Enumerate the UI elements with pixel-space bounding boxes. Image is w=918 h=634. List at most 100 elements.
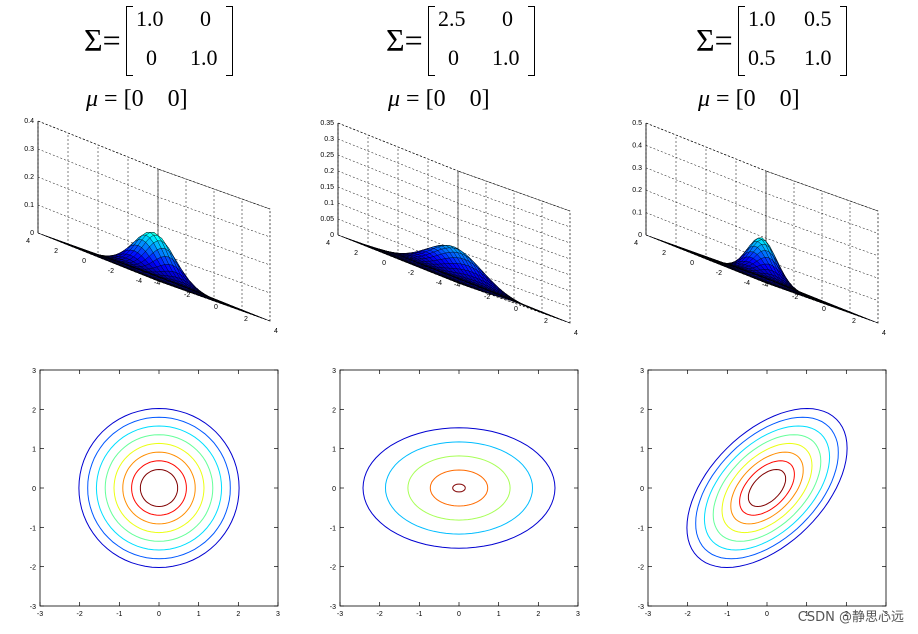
z-tick-label: 0 xyxy=(330,232,334,239)
matrix-bracket-left xyxy=(428,6,435,76)
x-tick-label: 2 xyxy=(852,318,856,325)
x-tick-label: -3 xyxy=(645,611,651,618)
z-tick-label: 0.1 xyxy=(632,210,642,217)
grid-line xyxy=(337,154,571,244)
sigma-cell: 0 xyxy=(502,6,513,31)
sigma-symbol: Σ xyxy=(386,22,405,58)
y-tick-label: 1 xyxy=(32,447,36,454)
x-tick-label: 2 xyxy=(844,611,848,618)
contour-line xyxy=(362,427,556,549)
mu-symbol: μ xyxy=(388,86,401,112)
contour-line xyxy=(721,442,813,534)
contour-line xyxy=(78,407,240,569)
y-tick-label: 0 xyxy=(82,258,86,265)
y-tick-label: -4 xyxy=(744,280,750,287)
equals-sign: = xyxy=(406,86,420,112)
x-tick-label: -4 xyxy=(762,282,768,289)
y-tick-label: 4 xyxy=(26,238,30,245)
x-tick-label: 0 xyxy=(157,611,161,618)
mu-symbol: μ xyxy=(86,86,99,112)
contour-line xyxy=(686,407,848,569)
x-tick-label: -1 xyxy=(724,611,730,618)
x-tick-label: 1 xyxy=(197,611,201,618)
matrix-bracket-left xyxy=(126,6,133,76)
surface-plot xyxy=(645,122,879,324)
x-tick-label: -2 xyxy=(484,294,490,301)
z-tick-label: 0.15 xyxy=(320,184,334,191)
equals-sign: = xyxy=(716,86,730,112)
mu-equation-2: μ = [0 0] xyxy=(388,86,490,113)
x-tick-label: 0 xyxy=(457,611,461,618)
y-tick-label: 4 xyxy=(326,240,330,247)
z-tick-label: 0.1 xyxy=(324,200,334,207)
surface-plot xyxy=(337,122,571,324)
sigma-cell: 0.5 xyxy=(804,6,832,31)
y-tick-label: -2 xyxy=(408,270,414,277)
y-tick-label: 4 xyxy=(634,240,638,247)
contour-line xyxy=(429,469,489,507)
mu-equation-3: μ = [0 0] xyxy=(698,86,800,113)
y-tick-label: 2 xyxy=(32,407,36,414)
equals-sign: = xyxy=(102,22,121,58)
sigma-symbol: Σ xyxy=(84,22,103,58)
surface-mesh xyxy=(37,232,271,322)
mu-equation-1: μ = [0 0] xyxy=(86,86,188,113)
x-tick-label: 3 xyxy=(884,611,888,618)
z-tick-label: 0.2 xyxy=(24,174,34,181)
surface-patch xyxy=(146,271,155,275)
z-tick-label: 0.3 xyxy=(324,136,334,143)
y-tick-label: -2 xyxy=(638,565,644,572)
equals-sign: = xyxy=(404,22,423,58)
x-tick-label: -1 xyxy=(416,611,422,618)
plot-frame xyxy=(647,369,887,607)
sigma-cell: 0 xyxy=(200,6,211,31)
plot-frame xyxy=(339,369,579,607)
x-tick-label: -2 xyxy=(792,294,798,301)
contour-line xyxy=(695,416,839,560)
x-tick-label: 2 xyxy=(536,611,540,618)
x-tick-label: -4 xyxy=(154,280,160,287)
z-tick-label: 0.35 xyxy=(320,120,334,127)
surface-plot xyxy=(37,120,271,322)
grid-line xyxy=(37,120,271,210)
contour-line xyxy=(703,425,831,551)
y-tick-label: 2 xyxy=(332,407,336,414)
contour-line xyxy=(122,451,196,525)
y-tick-label: 3 xyxy=(32,368,36,375)
grid-line xyxy=(337,122,571,212)
contour-line xyxy=(95,425,223,551)
sigma-cell: 2.5 xyxy=(438,6,466,31)
sigma-cell: 1.0 xyxy=(804,45,832,70)
contour-line xyxy=(131,460,187,516)
x-tick-label: -3 xyxy=(37,611,43,618)
contour-line xyxy=(139,468,179,508)
contour-line xyxy=(739,460,795,516)
z-tick-label: 0.5 xyxy=(632,120,642,127)
y-tick-label: -2 xyxy=(330,565,336,572)
mu-value: [0 0] xyxy=(735,86,800,112)
sigma-cell: 0 xyxy=(448,45,459,70)
x-tick-label: -3 xyxy=(337,611,343,618)
grid-line xyxy=(37,176,271,266)
x-tick-label: 3 xyxy=(276,611,280,618)
grid-line xyxy=(37,148,271,238)
matrix-bracket-right xyxy=(528,6,535,76)
z-tick-label: 0.25 xyxy=(320,152,334,159)
sigma-cell: 0 xyxy=(146,45,157,70)
x-tick-label: 0 xyxy=(514,306,518,313)
matrix-bracket-right xyxy=(840,6,847,76)
z-tick-label: 0.3 xyxy=(24,146,34,153)
z-tick-label: 0.4 xyxy=(24,118,34,125)
y-tick-label: 3 xyxy=(332,368,336,375)
x-tick-label: 0 xyxy=(822,306,826,313)
y-tick-label: 1 xyxy=(640,447,644,454)
plot-frame xyxy=(39,369,279,607)
contour-line xyxy=(87,416,231,560)
y-tick-label: 0 xyxy=(640,486,644,493)
sigma-cell: 0.5 xyxy=(748,45,776,70)
matrix-bracket-left xyxy=(738,6,745,76)
x-tick-label: -1 xyxy=(116,611,122,618)
z-tick-label: 0 xyxy=(30,230,34,237)
